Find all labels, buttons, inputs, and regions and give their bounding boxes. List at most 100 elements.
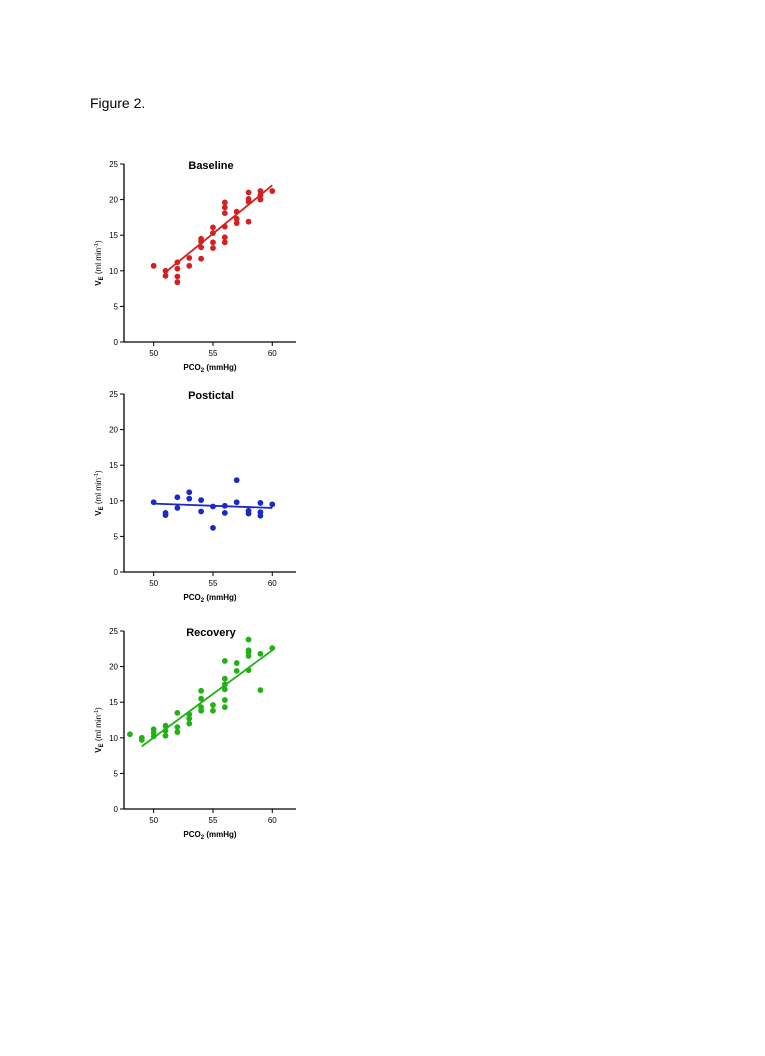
data-point	[245, 636, 252, 643]
data-point	[174, 265, 181, 272]
data-point	[174, 729, 181, 736]
data-point	[221, 675, 228, 682]
y-axis-label: VE (ml min-1)	[94, 707, 105, 753]
data-point	[198, 255, 205, 262]
chart-title: Postictal	[188, 390, 234, 402]
data-point	[233, 220, 240, 226]
data-point	[221, 681, 228, 688]
x-tick-label: 50	[149, 816, 158, 825]
x-tick-label: 55	[209, 816, 218, 825]
data-point	[198, 704, 205, 711]
y-tick-label: 5	[114, 302, 119, 311]
x-tick-label: 55	[209, 349, 218, 358]
data-point	[245, 218, 252, 225]
data-point	[198, 508, 205, 515]
y-tick-label: 15	[109, 231, 118, 240]
data-point	[221, 210, 228, 217]
data-point	[162, 267, 169, 274]
data-point	[150, 499, 157, 506]
x-axis-label: PCO2 (mmHg)	[183, 363, 236, 374]
data-point	[162, 722, 169, 729]
chart-title: Recovery	[186, 627, 236, 639]
data-point	[150, 726, 157, 733]
y-axis-label: VE (ml min-1)	[94, 470, 105, 516]
data-point	[198, 235, 205, 242]
data-point	[162, 272, 169, 279]
y-tick-label: 0	[114, 338, 119, 347]
x-axis-label: PCO2 (mmHg)	[183, 830, 236, 841]
data-point	[257, 650, 264, 657]
y-axis-label: VE (ml min-1)	[94, 240, 105, 286]
y-tick-label: 5	[114, 769, 119, 778]
data-point	[186, 715, 193, 722]
x-tick-label: 55	[209, 579, 218, 588]
data-point	[210, 524, 216, 531]
data-point	[174, 724, 181, 731]
data-point	[221, 658, 228, 664]
y-tick-label: 20	[109, 663, 118, 672]
data-point	[221, 704, 228, 711]
data-point	[174, 279, 181, 286]
x-tick-label: 60	[268, 816, 277, 825]
data-point	[198, 244, 205, 251]
data-point	[233, 499, 240, 506]
data-point	[257, 500, 264, 506]
data-point	[257, 188, 264, 194]
y-tick-label: 15	[109, 461, 118, 470]
x-axis-label: PCO2 (mmHg)	[183, 593, 236, 604]
data-point	[233, 477, 240, 484]
y-tick-label: 10	[109, 497, 118, 506]
y-tick-label: 0	[114, 805, 119, 814]
data-point	[186, 489, 193, 496]
scatter-chart-postictal: 0 5 10 15 20 25 50 55 60 Postictal PCO2 (mmHg) VE (…	[94, 390, 296, 604]
data-point	[269, 645, 276, 651]
data-point	[221, 204, 228, 211]
data-point	[233, 660, 240, 666]
data-point	[210, 245, 216, 251]
regression-line	[141, 649, 273, 748]
data-point	[210, 239, 216, 246]
data-point	[269, 501, 276, 508]
data-point	[245, 667, 252, 674]
data-point	[198, 687, 205, 694]
data-point	[221, 234, 228, 241]
data-point	[174, 494, 181, 501]
data-point	[221, 239, 228, 246]
x-tick-label: 60	[268, 349, 277, 358]
scatter-chart-recovery: 0 5 10 15 20 25 50 55 60 Recovery PCO2 (mmHg) VE (m…	[94, 627, 296, 841]
data-point	[174, 709, 181, 716]
scatter-chart-baseline: 0 5 10 15 20 25 50 55 60 Baseline PCO2 (mmHg) VE (m…	[94, 160, 296, 374]
data-point	[221, 697, 228, 703]
y-tick-label: 25	[109, 390, 118, 399]
data-point	[221, 223, 228, 230]
y-tick-label: 0	[114, 568, 119, 577]
y-tick-label: 10	[109, 734, 118, 743]
data-point	[257, 196, 264, 203]
data-point	[186, 711, 193, 718]
data-point	[186, 720, 193, 727]
y-tick-label: 5	[114, 532, 119, 541]
data-point	[150, 262, 157, 269]
data-point	[162, 727, 169, 734]
y-tick-label: 15	[109, 698, 118, 707]
data-point	[174, 273, 181, 280]
chart-title: Baseline	[188, 160, 233, 172]
data-point	[174, 505, 181, 511]
data-point	[210, 503, 216, 510]
data-point	[233, 667, 240, 674]
data-point	[127, 731, 133, 738]
data-point	[186, 495, 193, 502]
data-point	[257, 192, 264, 199]
x-tick-label: 50	[149, 349, 158, 358]
x-tick-label: 60	[268, 579, 277, 588]
data-point	[174, 259, 181, 266]
data-point	[221, 199, 228, 206]
data-point	[221, 686, 228, 693]
data-point	[198, 695, 205, 702]
data-point	[233, 215, 240, 222]
data-point	[245, 647, 252, 654]
data-point	[138, 734, 145, 741]
data-point	[245, 189, 252, 196]
data-point	[210, 702, 216, 708]
data-point	[186, 255, 193, 261]
